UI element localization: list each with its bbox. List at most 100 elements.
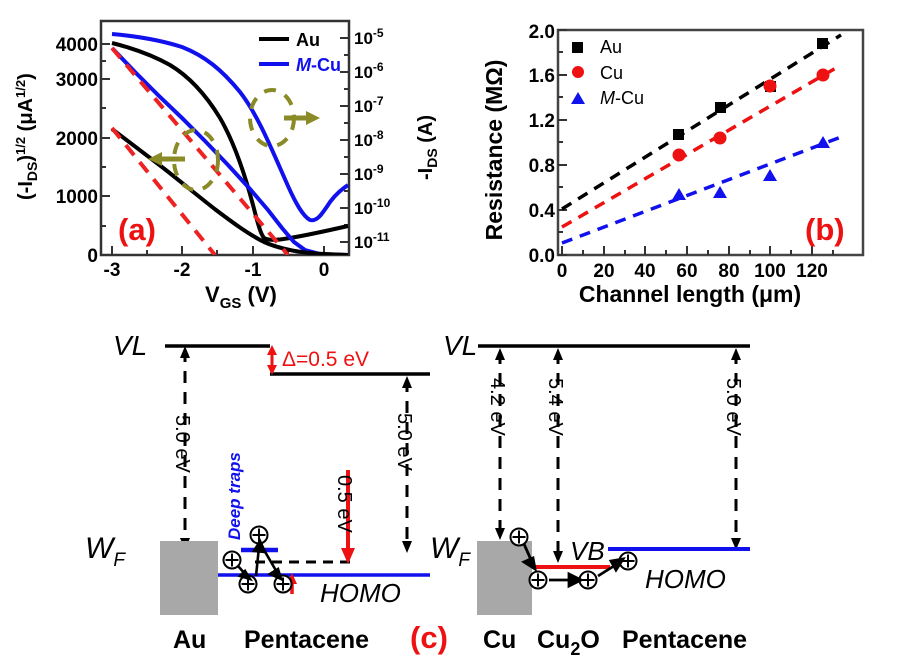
svg-text:5.4 eV: 5.4 eV: [544, 378, 566, 436]
oxide-ip-label: 5.4 eV: [544, 378, 566, 436]
data-point-mcu: [816, 136, 830, 148]
fermi-level-label-right: WF: [430, 532, 471, 571]
right-yaxis-title-sub: DS: [424, 148, 440, 167]
panel-b-yaxis-title: Resistance (MΩ): [481, 60, 507, 241]
carrier-icon: [509, 527, 529, 547]
annotation-right-axis-pointer: [248, 88, 320, 148]
oxide-ip-arrow: [553, 348, 563, 563]
svg-text:10-7: 10-7: [354, 94, 384, 116]
panel-a-svg: 0 1000 2000 3000 4000 10-5 10-6 10-7 10-…: [13, 19, 440, 310]
xtick-label: 40: [634, 261, 655, 282]
metal-workfunction-label-right: 4.2 eV: [486, 378, 508, 436]
data-point-mcu: [763, 169, 777, 181]
fit-line-au: [561, 33, 842, 211]
xtick-label: -2: [174, 260, 191, 281]
yaxis-title-unit-sup: 1/2: [13, 80, 28, 98]
trap-depth-label: 0.5 eV: [333, 475, 355, 533]
fermi-level-label-left: WF: [85, 532, 126, 571]
data-point-au: [817, 38, 828, 49]
svg-text:VGS (V): VGS (V): [205, 282, 277, 310]
legend-label-cu: Cu: [600, 63, 623, 83]
panel-b-xaxis-title: Channel length (μm): [579, 281, 801, 307]
legend-label-mcu: -Cu: [311, 55, 341, 75]
vacuum-level-label-right: VL: [443, 330, 477, 361]
curve-mcu-log: [111, 32, 349, 223]
panel-c-svg: VL Δ=0.5 eV 5.0 eV 5.0 eV: [85, 330, 750, 659]
ytick-label: 1.6: [529, 66, 555, 87]
svg-text:Deep traps: Deep traps: [225, 452, 244, 540]
metal-workfunction-arrow-right: [495, 348, 505, 540]
ytick-mantissa: 10: [354, 29, 373, 48]
panel-a-left-ytick-labels: 0 1000 2000 3000 4000: [56, 35, 98, 267]
panel-a-right-ytick-labels: 10-5 10-6 10-7 10-8 10-9 10-10 10-11: [354, 26, 391, 252]
legend-marker-mcu: [571, 92, 585, 104]
carrier-icon: [528, 570, 548, 590]
panel-b: 0.0 0.4 0.8 1.2 1.6 2.0 0 20 40 60 80 10…: [460, 0, 911, 310]
svg-text:Resistance (MΩ): Resistance (MΩ): [481, 60, 507, 241]
fit-line-mcu: [110, 46, 290, 255]
ytick-exponent: -9: [373, 162, 384, 176]
data-point-cu: [672, 148, 686, 162]
homo-label-left: HOMO: [320, 578, 401, 608]
data-point-mcu: [672, 188, 686, 200]
ytick-mantissa: 10: [354, 97, 373, 116]
panel-b-plot-frame: [556, 28, 865, 257]
vacuum-level-label-left: VL: [113, 330, 147, 361]
panel-b-tag: (b): [805, 212, 845, 247]
panel-b-xtick-labels: 0 20 40 60 80 100 120: [557, 261, 828, 282]
legend-marker-au: [572, 42, 583, 53]
svg-text:M-Cu: M-Cu: [296, 55, 341, 75]
carrier-icon: [273, 574, 293, 594]
data-point-au: [715, 102, 726, 113]
panel-b-legend: Au Cu M-Cu: [571, 37, 644, 108]
ytick-exponent: -7: [373, 94, 384, 108]
data-point-mcu: [713, 186, 727, 198]
ytick-exponent: -10: [373, 196, 391, 210]
ytick-label: 0: [87, 246, 98, 267]
panel-a-legend: Au M-Cu: [259, 30, 341, 75]
series-mcu-markers: [672, 136, 830, 200]
right-yaxis-title-main: -I: [415, 168, 437, 180]
carrier-transfer-arrows-left: [237, 538, 284, 582]
xtick-label: 60: [676, 261, 697, 282]
xtick-label: 0: [319, 260, 330, 281]
ytick-label: 2.0: [529, 22, 555, 43]
legend-marker-cu: [572, 66, 584, 78]
xaxis-title-unit: (V): [248, 282, 277, 307]
valence-band-label: VB: [570, 536, 605, 566]
panel-a-tag: (a): [118, 212, 156, 247]
ytick-exponent: -11: [373, 230, 390, 244]
data-point-au: [673, 129, 684, 140]
svg-text:5.0 eV: 5.0 eV: [171, 415, 193, 473]
semiconductor-name-right: Pentacene: [622, 626, 747, 654]
legend-label-mcu-italic: M: [296, 55, 312, 75]
panel-a-xtick-labels: -3 -2 -1 0: [104, 260, 330, 281]
organic-ip-label-left: 5.0 eV: [393, 413, 415, 471]
interface-dipole-label: Δ=0.5 eV: [282, 348, 369, 371]
metal-electrode-block-right: [477, 541, 532, 615]
organic-ip-label-right: 5.0 eV: [722, 378, 744, 436]
panel-a-xaxis-title: VGS (V): [205, 282, 277, 310]
annotation-left-axis-pointer: [148, 128, 220, 192]
panel-c: VL Δ=0.5 eV 5.0 eV 5.0 eV: [0, 310, 911, 671]
svg-text:(-IDS)1/2 (μA1/2): (-IDS)1/2 (μA1/2): [13, 73, 40, 200]
panel-b-ytick-labels: 0.0 0.4 0.8 1.2 1.6 2.0: [529, 22, 556, 267]
ytick-label: 0.4: [529, 201, 556, 222]
interface-dipole-arrow: [267, 345, 277, 375]
xtick-label: 0: [557, 261, 568, 282]
xtick-label: 120: [796, 261, 828, 282]
carrier-icon: [618, 551, 638, 571]
svg-text:5.0 eV: 5.0 eV: [393, 413, 415, 471]
fit-line-au: [110, 126, 217, 255]
carrier-icon: [222, 550, 242, 570]
svg-text:5.0 eV: 5.0 eV: [722, 378, 744, 436]
ytick-label: 4000: [56, 35, 98, 56]
panel-b-svg: 0.0 0.4 0.8 1.2 1.6 2.0 0 20 40 60 80 10…: [481, 22, 865, 307]
svg-text:10-6: 10-6: [354, 60, 384, 82]
yaxis-title-unit-b: ): [15, 73, 37, 80]
svg-text:10-10: 10-10: [354, 196, 391, 218]
panel-b-yticks: [558, 29, 567, 256]
legend-label-au: Au: [600, 37, 622, 57]
carrier-transfer-arrows-right: [521, 543, 626, 589]
ytick-exponent: -5: [373, 26, 384, 40]
